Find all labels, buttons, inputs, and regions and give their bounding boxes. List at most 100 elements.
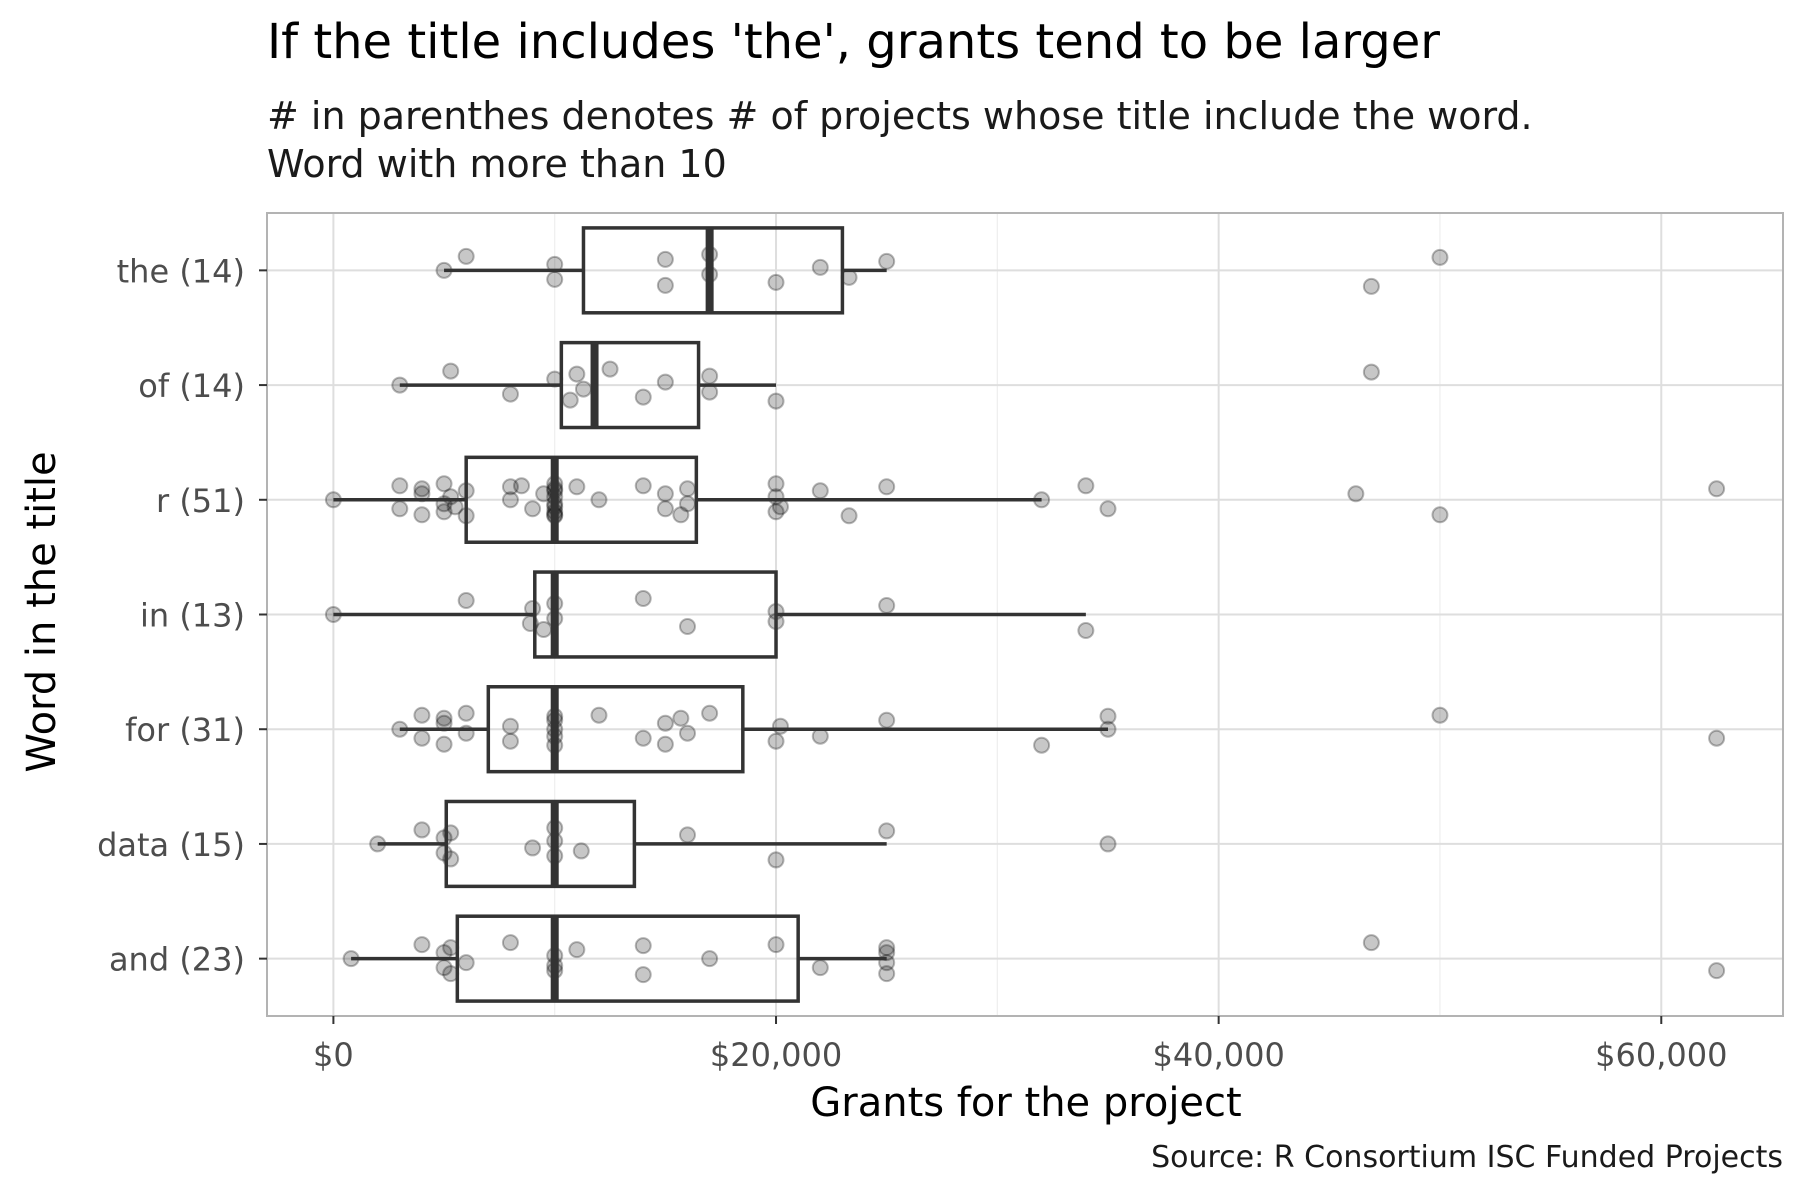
x-tick-label: $20,000 bbox=[710, 1036, 842, 1074]
data-point bbox=[701, 367, 719, 385]
data-point bbox=[457, 704, 475, 722]
data-point bbox=[568, 365, 586, 383]
data-point bbox=[546, 270, 564, 288]
data-point bbox=[501, 478, 519, 496]
box-iqr bbox=[455, 914, 800, 1003]
data-point bbox=[767, 851, 785, 869]
y-tick-label: data (15) bbox=[97, 826, 245, 864]
data-point bbox=[701, 950, 719, 968]
data-point bbox=[568, 478, 586, 496]
data-point bbox=[413, 506, 431, 524]
data-point bbox=[767, 503, 785, 521]
data-point bbox=[878, 711, 896, 729]
data-point bbox=[634, 966, 652, 984]
data-point bbox=[457, 247, 475, 265]
data-point bbox=[574, 380, 592, 398]
data-point bbox=[413, 936, 431, 954]
y-tick-label: r (51) bbox=[156, 482, 245, 520]
data-point bbox=[1347, 485, 1365, 503]
y-tick-label: in (13) bbox=[140, 597, 245, 635]
x-tick-label: $0 bbox=[313, 1036, 354, 1074]
data-point bbox=[413, 729, 431, 747]
data-point bbox=[501, 385, 519, 403]
data-point bbox=[1362, 934, 1380, 952]
data-point bbox=[413, 821, 431, 839]
data-point bbox=[590, 706, 608, 724]
data-point bbox=[634, 729, 652, 747]
data-point bbox=[391, 500, 409, 518]
data-point bbox=[811, 482, 829, 500]
data-point bbox=[878, 822, 896, 840]
x-axis-label: Grants for the project bbox=[810, 1080, 1241, 1126]
data-point bbox=[678, 826, 696, 844]
box-iqr bbox=[486, 685, 745, 774]
box-layer bbox=[333, 226, 1108, 1003]
x-tick-label: $60,000 bbox=[1595, 1036, 1727, 1074]
data-point bbox=[1099, 835, 1117, 853]
data-point bbox=[767, 936, 785, 954]
data-point bbox=[656, 500, 674, 518]
y-tick-label: of (14) bbox=[138, 367, 245, 405]
box-iqr bbox=[444, 799, 637, 889]
data-point bbox=[811, 258, 829, 276]
data-point bbox=[435, 735, 453, 753]
data-point bbox=[568, 941, 586, 959]
data-point bbox=[1362, 277, 1380, 295]
data-point bbox=[767, 732, 785, 750]
data-point bbox=[656, 373, 674, 391]
chart-caption: Source: R Consortium ISC Funded Projects bbox=[1151, 1140, 1783, 1175]
data-point bbox=[1431, 248, 1449, 266]
data-point bbox=[878, 965, 896, 983]
data-point bbox=[413, 706, 431, 724]
data-point bbox=[771, 717, 789, 735]
data-point bbox=[524, 500, 542, 518]
data-point bbox=[672, 506, 690, 524]
data-point bbox=[1077, 622, 1095, 639]
data-point bbox=[656, 276, 674, 294]
data-point bbox=[601, 360, 619, 378]
data-point bbox=[878, 597, 896, 614]
data-point bbox=[678, 618, 696, 635]
data-point bbox=[878, 939, 896, 957]
data-point bbox=[678, 724, 696, 742]
y-tick-label: and (23) bbox=[109, 941, 245, 979]
data-point bbox=[678, 495, 696, 513]
data-point bbox=[391, 477, 409, 495]
data-point bbox=[634, 477, 652, 495]
data-point bbox=[634, 388, 652, 406]
data-point bbox=[524, 839, 542, 857]
data-point bbox=[513, 477, 531, 495]
data-point bbox=[878, 252, 896, 270]
data-point bbox=[1077, 477, 1095, 495]
data-point bbox=[1431, 706, 1449, 724]
data-point bbox=[634, 937, 652, 955]
data-point bbox=[435, 475, 453, 493]
chart-title: If the title includes 'the', grants tend… bbox=[267, 14, 1440, 70]
data-point bbox=[672, 709, 690, 727]
data-point bbox=[1708, 729, 1726, 747]
data-point bbox=[656, 250, 674, 268]
data-point bbox=[561, 391, 579, 409]
data-point bbox=[767, 475, 785, 493]
data-point bbox=[701, 704, 719, 722]
data-point bbox=[656, 485, 674, 503]
chart-subtitle: # in parenthes denotes # of projects who… bbox=[267, 92, 1533, 188]
data-point bbox=[767, 392, 785, 410]
data-point bbox=[413, 480, 431, 498]
data-point bbox=[634, 590, 652, 607]
data-point bbox=[435, 503, 453, 521]
data-point bbox=[457, 954, 475, 972]
data-point bbox=[501, 732, 519, 750]
data-point bbox=[457, 592, 475, 609]
data-point bbox=[656, 714, 674, 732]
data-point bbox=[501, 491, 519, 509]
data-point bbox=[572, 842, 590, 860]
data-point bbox=[590, 491, 608, 509]
data-point bbox=[442, 362, 460, 380]
data-point bbox=[840, 507, 858, 525]
data-point bbox=[501, 934, 519, 952]
data-point bbox=[767, 273, 785, 291]
y-tick-labels: the (14) of (14) r (51) in (13) for (31) data… bbox=[97, 252, 267, 979]
data-point bbox=[1362, 363, 1380, 381]
